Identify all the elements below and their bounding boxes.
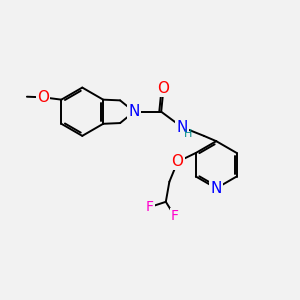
Text: H: H bbox=[184, 129, 193, 140]
Text: N: N bbox=[176, 119, 188, 134]
Text: N: N bbox=[128, 104, 140, 119]
Text: F: F bbox=[171, 209, 179, 223]
Text: O: O bbox=[158, 81, 169, 96]
Text: N: N bbox=[211, 181, 222, 196]
Text: F: F bbox=[146, 200, 154, 214]
Text: O: O bbox=[172, 154, 184, 169]
Text: O: O bbox=[37, 90, 49, 105]
